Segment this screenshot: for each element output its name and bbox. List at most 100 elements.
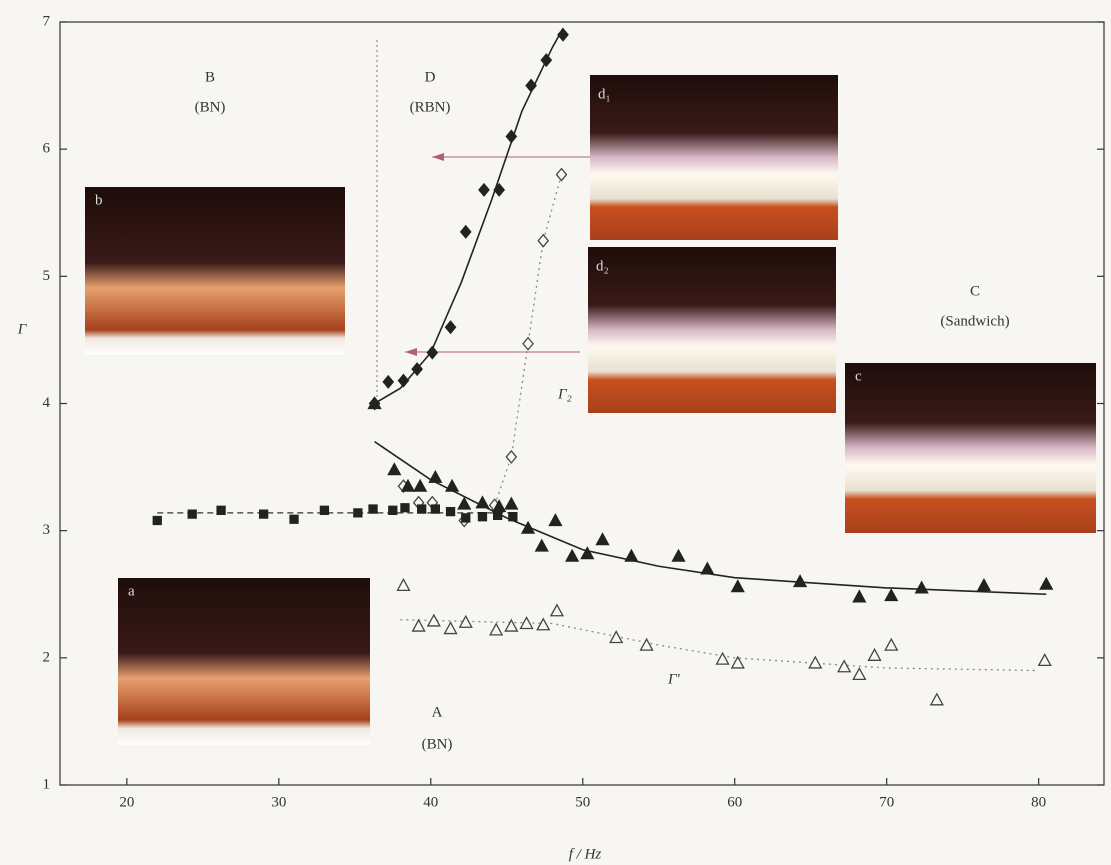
point bbox=[837, 659, 852, 673]
point bbox=[459, 224, 472, 239]
x-axis-title: f / Hz bbox=[569, 846, 602, 862]
point bbox=[1039, 576, 1054, 590]
point bbox=[976, 577, 992, 591]
point bbox=[397, 373, 410, 388]
point bbox=[492, 499, 507, 513]
point bbox=[417, 504, 427, 514]
point bbox=[609, 630, 624, 644]
point bbox=[565, 548, 580, 562]
point bbox=[505, 449, 518, 464]
point bbox=[700, 561, 715, 575]
region-label: D bbox=[425, 69, 436, 85]
point bbox=[884, 588, 899, 602]
point bbox=[428, 469, 443, 483]
y-tick-label: 6 bbox=[43, 141, 51, 157]
y-tick-label: 3 bbox=[43, 522, 51, 538]
point bbox=[426, 345, 439, 360]
point bbox=[537, 233, 550, 248]
y-tick-label: 4 bbox=[43, 395, 51, 411]
inset-photo bbox=[85, 187, 345, 355]
point bbox=[508, 512, 518, 522]
point bbox=[624, 548, 639, 562]
curve-label: Γ′ bbox=[667, 671, 681, 687]
point bbox=[388, 505, 398, 515]
inset-label: b bbox=[95, 192, 103, 208]
point bbox=[444, 478, 460, 492]
point bbox=[1037, 653, 1052, 667]
point bbox=[522, 336, 534, 351]
inset-photo bbox=[588, 247, 836, 413]
inset-label: d₁ bbox=[598, 86, 611, 102]
region-label: (BN) bbox=[195, 99, 226, 115]
point bbox=[289, 514, 299, 524]
point bbox=[730, 655, 745, 669]
region-label: (BN) bbox=[422, 736, 453, 752]
point bbox=[867, 647, 882, 661]
point bbox=[929, 692, 944, 706]
y-tick-label: 7 bbox=[43, 13, 51, 29]
point bbox=[505, 129, 518, 144]
x-tick-label: 80 bbox=[1031, 794, 1046, 810]
point bbox=[187, 509, 197, 519]
point bbox=[413, 478, 428, 492]
point bbox=[475, 495, 490, 509]
point bbox=[639, 637, 654, 651]
point bbox=[715, 651, 730, 665]
inset-label: a bbox=[128, 583, 135, 599]
point bbox=[430, 504, 441, 514]
point bbox=[489, 622, 504, 636]
inset-photo bbox=[845, 363, 1096, 533]
point bbox=[216, 505, 226, 515]
point bbox=[353, 508, 363, 518]
x-tick-label: 20 bbox=[119, 794, 134, 810]
point bbox=[536, 617, 551, 631]
inset-label: d₂ bbox=[596, 258, 609, 274]
point bbox=[396, 577, 411, 591]
point bbox=[319, 505, 330, 515]
region-label: B bbox=[205, 69, 215, 85]
point bbox=[914, 580, 929, 594]
x-tick-label: 30 bbox=[271, 794, 286, 810]
point bbox=[852, 589, 867, 603]
point bbox=[808, 655, 823, 669]
point bbox=[457, 496, 472, 510]
arrow-head bbox=[405, 348, 417, 356]
inset-photo bbox=[590, 75, 838, 240]
point bbox=[477, 512, 488, 522]
point bbox=[555, 167, 568, 182]
point bbox=[382, 374, 395, 389]
point bbox=[580, 546, 595, 560]
inset-label: c bbox=[855, 368, 862, 384]
inset-photo bbox=[118, 578, 370, 745]
curve-label: Γ₂ bbox=[557, 386, 572, 402]
point bbox=[461, 513, 471, 523]
x-tick-label: 60 bbox=[727, 794, 742, 810]
x-tick-label: 40 bbox=[423, 794, 438, 810]
point bbox=[400, 478, 416, 492]
region-label: (RBN) bbox=[410, 99, 451, 115]
point bbox=[792, 574, 808, 588]
point bbox=[504, 618, 519, 632]
point bbox=[884, 637, 899, 651]
point bbox=[258, 509, 269, 519]
point bbox=[730, 579, 745, 593]
x-tick-label: 50 bbox=[575, 794, 590, 810]
point bbox=[519, 616, 534, 630]
point bbox=[852, 667, 867, 681]
fit-line bbox=[374, 440, 1047, 596]
point bbox=[458, 614, 473, 628]
point bbox=[152, 515, 162, 526]
point bbox=[525, 78, 537, 93]
y-axis-title: Γ bbox=[17, 321, 28, 337]
point bbox=[671, 548, 686, 562]
point bbox=[411, 362, 423, 377]
point bbox=[540, 53, 553, 68]
region-label: C bbox=[970, 283, 980, 299]
point bbox=[493, 510, 503, 521]
point bbox=[444, 320, 457, 335]
point bbox=[534, 538, 549, 552]
insets: a b c d₁ d₂ bbox=[85, 75, 1096, 745]
point bbox=[557, 27, 569, 42]
point bbox=[548, 513, 563, 527]
